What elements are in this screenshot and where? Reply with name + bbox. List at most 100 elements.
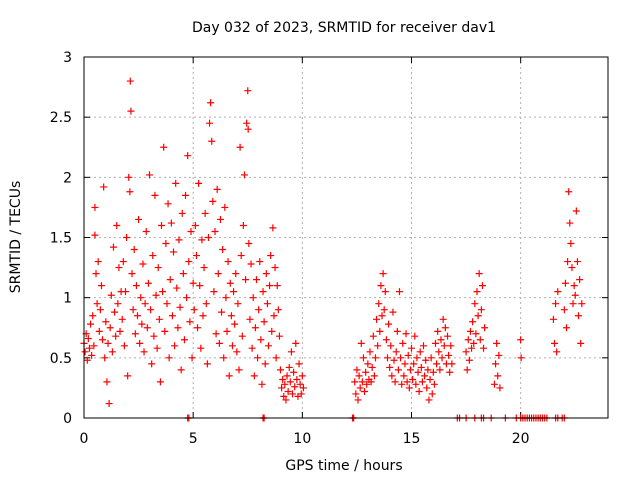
y-tick-label: 1.5 [50, 231, 72, 247]
data-point [425, 396, 433, 404]
data-point [213, 185, 221, 193]
data-point [385, 320, 393, 328]
data-point [299, 384, 307, 392]
data-point [201, 209, 209, 217]
plot-frame [83, 56, 609, 419]
data-point [391, 378, 399, 386]
data-point [359, 354, 367, 362]
data-point [163, 300, 171, 308]
data-point [216, 215, 224, 223]
data-point [185, 258, 193, 266]
data-point [121, 288, 129, 296]
data-points [80, 77, 586, 422]
data-point [249, 294, 257, 302]
data-point [413, 354, 421, 362]
data-point [517, 354, 525, 362]
data-point [423, 384, 431, 392]
data-point [95, 327, 103, 335]
data-point [156, 378, 164, 386]
data-point [154, 264, 162, 272]
data-point [470, 339, 478, 347]
data-point [252, 276, 260, 284]
data-point [187, 227, 195, 235]
data-point [446, 368, 454, 376]
data-point [178, 209, 186, 217]
data-point [203, 360, 211, 368]
data-point [572, 207, 580, 215]
data-point [208, 137, 216, 145]
data-point [220, 354, 228, 362]
data-point [112, 332, 120, 340]
data-point [570, 282, 578, 290]
data-point [429, 368, 437, 376]
data-point [125, 173, 133, 181]
data-point [494, 372, 502, 380]
data-point [211, 227, 219, 235]
data-point [81, 348, 89, 356]
data-point [566, 219, 574, 227]
data-point [357, 339, 365, 347]
data-point [138, 320, 146, 328]
data-point [468, 344, 476, 352]
data-point [105, 400, 113, 408]
data-point [409, 375, 417, 383]
data-point [273, 282, 281, 290]
data-point [104, 339, 112, 347]
data-point [465, 356, 473, 364]
data-point [254, 354, 262, 362]
data-point [144, 279, 152, 287]
data-point [166, 276, 174, 284]
data-point [162, 240, 170, 248]
data-point [379, 270, 387, 278]
data-point [554, 288, 562, 296]
data-point [137, 294, 145, 302]
data-point [430, 380, 438, 388]
axis-ticks: 0 0.5 1 1.5 2 2.5 3 0 5 10 15 20 [50, 50, 608, 447]
data-point [408, 344, 415, 352]
data-point [392, 348, 400, 356]
data-point [373, 315, 381, 323]
data-point [406, 366, 414, 374]
data-point [281, 380, 289, 388]
data-point [568, 264, 576, 272]
data-point [463, 366, 471, 374]
data-point [90, 342, 98, 350]
data-point [564, 258, 572, 266]
data-point [136, 339, 144, 347]
data-point [272, 354, 280, 362]
data-point [553, 348, 561, 356]
data-point [83, 356, 91, 364]
data-point [376, 327, 384, 335]
data-point [231, 320, 239, 328]
data-point [560, 306, 568, 314]
data-point [210, 288, 218, 296]
data-point [200, 264, 208, 272]
data-point [492, 360, 500, 368]
data-point [128, 270, 136, 278]
data-point [238, 332, 246, 340]
data-point [263, 300, 271, 308]
data-point [158, 221, 166, 229]
data-point [235, 366, 243, 374]
data-point [420, 342, 428, 350]
data-point [85, 344, 93, 352]
data-point [414, 368, 422, 376]
y-tick-label: 3 [63, 50, 72, 66]
data-point [270, 312, 278, 320]
data-point [477, 306, 485, 314]
data-point [571, 291, 579, 299]
data-point [173, 284, 181, 292]
data-point [119, 258, 127, 266]
data-point [410, 360, 418, 368]
data-point [415, 388, 423, 396]
data-point [393, 327, 401, 335]
data-point [189, 279, 197, 287]
data-point [402, 330, 410, 338]
data-point [399, 339, 407, 347]
data-point [473, 288, 481, 296]
data-point [282, 396, 290, 404]
data-point [84, 335, 92, 343]
data-point [351, 378, 359, 386]
data-point [490, 380, 498, 388]
